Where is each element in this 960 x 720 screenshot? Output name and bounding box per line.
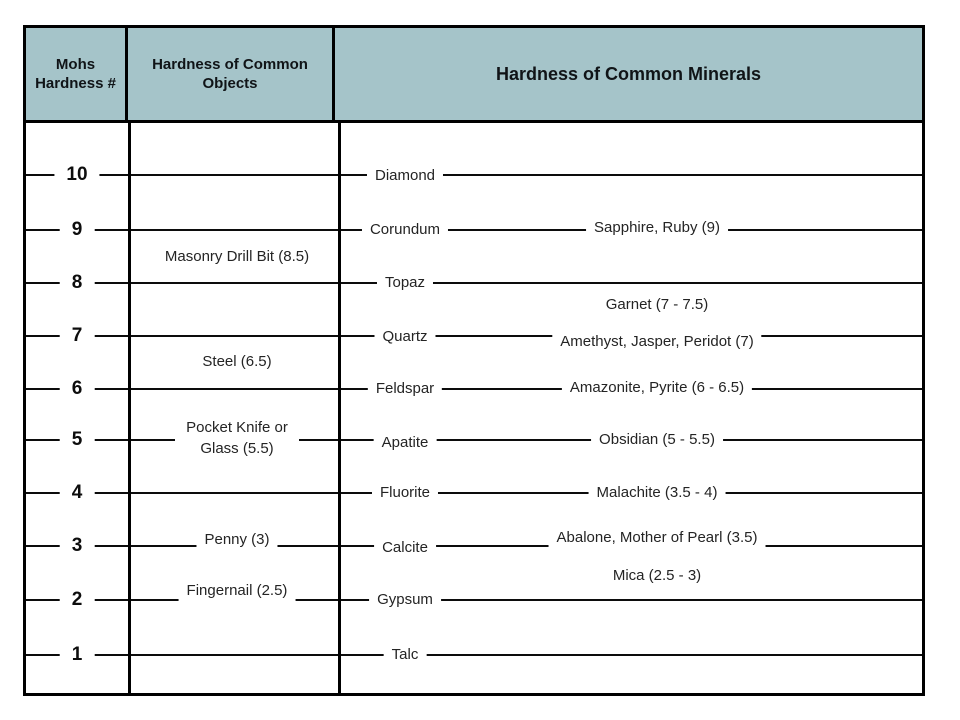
level-line-3 xyxy=(26,545,922,547)
mineral-topaz: Topaz xyxy=(376,273,434,293)
floating-mineral-mica: Mica (2.5 - 3) xyxy=(604,566,710,586)
level-line-5 xyxy=(26,439,922,441)
object-steel: Steel (6.5) xyxy=(194,352,280,372)
level-line-4 xyxy=(26,492,922,494)
floating-mineral-garnet: Garnet (7 - 7.5) xyxy=(597,295,717,315)
mineral-feldspar: Feldspar xyxy=(367,379,443,399)
equivalent-abalone-mother-of-pearl: Abalone, Mother of Pearl (3.5) xyxy=(548,528,766,548)
scale-area: 10 9 8 7 6 5 4 3 2 1 Masonry Drill Bit (… xyxy=(26,123,922,693)
hardness-number-1: 1 xyxy=(59,644,95,666)
mineral-calcite: Calcite xyxy=(374,538,436,558)
mineral-apatite: Apatite xyxy=(373,433,437,453)
equivalent-malachite: Malachite (3.5 - 4) xyxy=(588,483,726,503)
column-divider-numbers-objects xyxy=(128,123,131,693)
object-penny: Penny (3) xyxy=(196,530,278,550)
hardness-number-2: 2 xyxy=(59,589,95,611)
hardness-number-4: 4 xyxy=(59,482,95,504)
object-masonry-drill-bit: Masonry Drill Bit (8.5) xyxy=(156,247,318,267)
mineral-fluorite: Fluorite xyxy=(371,483,439,503)
mineral-corundum: Corundum xyxy=(361,220,449,240)
header-common-minerals: Hardness of Common Minerals xyxy=(495,63,762,84)
level-line-8 xyxy=(26,282,922,284)
table-header-row: Mohs Hardness # Hardness of Common Objec… xyxy=(26,28,922,123)
hardness-number-6: 6 xyxy=(59,378,95,400)
equivalent-amazonite-pyrite: Amazonite, Pyrite (6 - 6.5) xyxy=(561,378,753,398)
equivalent-obsidian: Obsidian (5 - 5.5) xyxy=(591,430,723,450)
level-line-6 xyxy=(26,388,922,390)
object-pocket-knife-or-glass: Pocket Knife or Glass (5.5) xyxy=(175,417,299,459)
header-common-objects: Hardness of Common Objects xyxy=(128,28,335,120)
header-mohs-hardness-number: Mohs Hardness # xyxy=(26,28,128,120)
mineral-diamond: Diamond xyxy=(366,166,444,186)
equivalent-sapphire-ruby: Sapphire, Ruby (9) xyxy=(586,218,728,238)
hardness-number-5: 5 xyxy=(59,429,95,451)
mineral-gypsum: Gypsum xyxy=(369,590,441,610)
hardness-number-7: 7 xyxy=(59,325,95,347)
equivalent-amethyst-jasper-peridot: Amethyst, Jasper, Peridot (7) xyxy=(552,332,762,352)
hardness-number-8: 8 xyxy=(59,272,95,294)
mineral-talc: Talc xyxy=(383,645,427,665)
level-line-10 xyxy=(26,174,922,176)
hardness-table: Mohs Hardness # Hardness of Common Objec… xyxy=(23,25,925,696)
level-line-7 xyxy=(26,335,922,337)
level-line-9 xyxy=(26,229,922,231)
level-line-1 xyxy=(26,654,922,656)
hardness-number-9: 9 xyxy=(59,219,95,241)
level-line-2 xyxy=(26,599,922,601)
hardness-number-10: 10 xyxy=(54,164,100,186)
object-fingernail: Fingernail (2.5) xyxy=(178,581,296,601)
hardness-number-3: 3 xyxy=(59,535,95,557)
column-divider-objects-minerals xyxy=(338,123,341,693)
mineral-quartz: Quartz xyxy=(374,327,436,347)
